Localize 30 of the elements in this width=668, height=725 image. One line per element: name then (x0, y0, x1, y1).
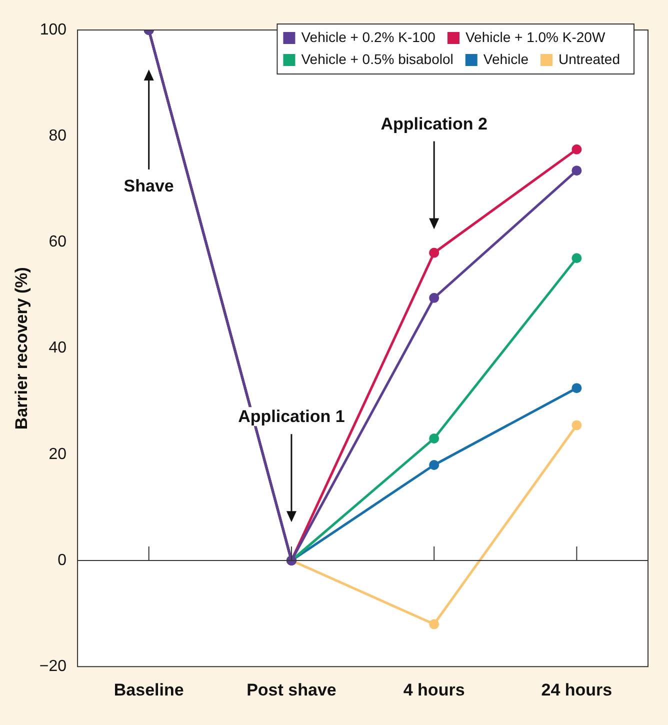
point (572, 420, 582, 430)
y-tick-label: 20 (48, 446, 67, 463)
y-tick-label: 0 (58, 552, 67, 569)
legend-label: Vehicle + 1.0% K-20W (465, 28, 606, 45)
y-tick-label: 60 (48, 234, 67, 251)
y-tick-label: 100 (40, 21, 67, 38)
x-tick-label: Baseline (114, 680, 184, 700)
legend-label: Vehicle + 0.5% bisabolol (301, 50, 454, 67)
x-tick-label: 4 hours (403, 680, 465, 700)
point (572, 166, 582, 176)
annotation: Shave (124, 176, 174, 196)
point (572, 144, 582, 154)
annotation: Application 1 (238, 407, 345, 426)
y-tick-label: 80 (48, 128, 67, 145)
y-tick-label: 40 (48, 340, 67, 357)
y-axis-title: Barrier recovery (%) (12, 267, 31, 430)
point (572, 253, 582, 264)
point (429, 248, 440, 258)
point (429, 292, 440, 303)
point (572, 383, 582, 394)
x-tick-label: Post shave (246, 680, 336, 700)
legend-label: Vehicle + 0.2% K-100 (301, 28, 436, 45)
point (429, 460, 440, 470)
point (429, 433, 440, 444)
y-tick-label: −20 (39, 658, 67, 676)
legend-label: Vehicle (483, 50, 529, 67)
x-tick-label: 24 hours (541, 680, 612, 700)
point (429, 619, 440, 630)
annotation: Application 2 (380, 114, 488, 134)
legend-label: Untreated (558, 50, 620, 67)
